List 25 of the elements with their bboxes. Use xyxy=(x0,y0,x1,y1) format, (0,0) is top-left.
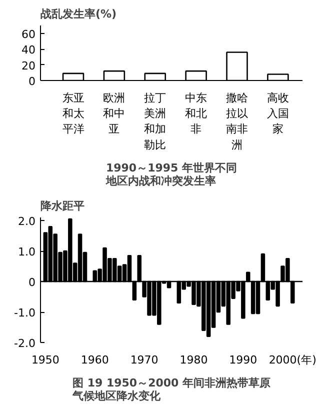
x-tick-label: 1980 xyxy=(180,354,208,366)
y-tick-label: 0 xyxy=(28,276,36,290)
y-tick-label: 0 xyxy=(28,75,36,88)
text: 1990～1995 年世界不同地区内战和冲突发生率 xyxy=(104,162,238,188)
x-tick-label: 2000(年) xyxy=(268,354,316,366)
x-tick-label: 东亚和太平洋 xyxy=(62,92,84,136)
x-tick-label: 高收入国家 xyxy=(266,92,289,136)
x-tick-label: 欧洲和中亚 xyxy=(103,92,126,136)
x-tick-label: 中东和北非 xyxy=(185,92,208,136)
x-tick-label: 撒哈拉以南非洲 xyxy=(226,92,248,152)
y-tick-label: -2.0 xyxy=(14,337,36,350)
x-tick-label: 1970 xyxy=(130,354,158,366)
y-tick-label: 40 xyxy=(22,44,36,57)
x-tick-label: 拉丁美洲和加勒比 xyxy=(144,92,166,152)
text: 图 19 1950～2000 年间非洲热带草原气候地区降水变化 xyxy=(71,376,271,402)
y-axis-title: 战乱发生率(%) xyxy=(40,8,117,20)
x-tick-label: 1950 xyxy=(31,354,60,366)
y-tick-label: 2.0 xyxy=(18,215,36,228)
x-tick-label: 1960 xyxy=(80,354,109,366)
y-tick-label: 1.0 xyxy=(18,246,36,259)
y-tick-label: 20 xyxy=(22,59,36,72)
x-tick-label: 1990 xyxy=(229,354,258,366)
y-tick-label: 60 xyxy=(22,28,36,41)
y-tick-label: -1.0 xyxy=(14,306,36,320)
y-axis-title: 降水距平 xyxy=(40,200,84,212)
